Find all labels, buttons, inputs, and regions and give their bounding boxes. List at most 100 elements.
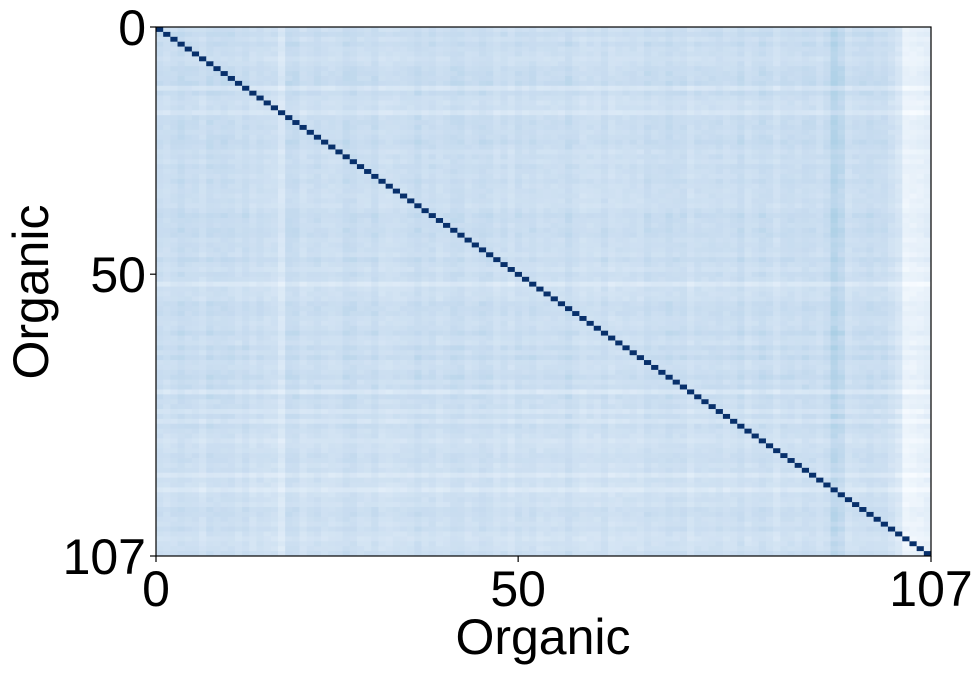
heatmap-cell <box>313 124 322 131</box>
heatmap-cell <box>622 105 631 111</box>
heatmap-cell <box>191 227 200 234</box>
heatmap-cell <box>242 129 250 136</box>
heatmap-cell <box>687 178 695 185</box>
heatmap-cell <box>514 188 523 194</box>
heatmap-cell <box>457 227 465 234</box>
heatmap-cell <box>156 95 164 101</box>
heatmap-cell <box>378 51 387 57</box>
heatmap-cell <box>364 95 372 101</box>
heatmap-cell <box>213 213 221 219</box>
heatmap-cell <box>844 208 853 214</box>
heatmap-cell <box>708 85 717 92</box>
heatmap-cell <box>270 85 279 92</box>
heatmap-cell <box>399 159 408 165</box>
heatmap-cell <box>787 46 796 52</box>
heatmap-cell <box>335 169 343 175</box>
heatmap-cell <box>615 237 623 243</box>
heatmap-cell <box>751 213 760 219</box>
heatmap-cell <box>608 110 616 116</box>
heatmap-cell <box>837 173 846 180</box>
heatmap-cell <box>213 173 221 180</box>
heatmap-cell <box>751 164 760 170</box>
heatmap-cell <box>608 227 616 234</box>
heatmap-cell <box>844 159 853 165</box>
heatmap-cell <box>550 164 559 170</box>
heatmap-cell <box>313 51 322 57</box>
heatmap-cell <box>565 120 573 126</box>
heatmap-cell <box>916 154 925 160</box>
heatmap-cell <box>679 198 688 204</box>
heatmap-cell <box>220 232 229 239</box>
heatmap-cell <box>285 188 293 194</box>
heatmap-cell <box>622 56 631 62</box>
heatmap-cell <box>299 85 308 92</box>
heatmap-cell <box>550 203 559 209</box>
heatmap-cell <box>220 139 229 145</box>
heatmap-cell <box>335 41 343 47</box>
heatmap-cell <box>407 90 415 96</box>
heatmap-cell <box>371 198 379 204</box>
heatmap-cell <box>837 178 846 185</box>
heatmap-cell <box>156 154 164 160</box>
heatmap-cell <box>773 232 781 239</box>
heatmap-cell <box>184 159 193 165</box>
heatmap-cell <box>213 56 221 62</box>
heatmap-cell <box>758 218 767 224</box>
heatmap-cell <box>184 208 193 214</box>
heatmap-cell <box>443 208 451 214</box>
heatmap-cell <box>672 100 681 106</box>
heatmap-cell <box>256 247 265 253</box>
heatmap-cell <box>321 27 329 33</box>
heatmap-cell <box>478 164 487 170</box>
heatmap-cell <box>299 154 308 160</box>
heatmap-cell <box>859 80 867 87</box>
heatmap-cell <box>234 36 243 43</box>
heatmap-cell <box>586 139 595 145</box>
heatmap-cell <box>443 213 451 219</box>
heatmap-cell <box>313 75 322 82</box>
heatmap-cell <box>242 203 250 209</box>
heatmap-cell <box>292 56 300 62</box>
heatmap-cell <box>428 178 437 185</box>
heatmap-cell <box>177 252 186 258</box>
heatmap-cell <box>457 203 465 209</box>
heatmap-cell <box>744 208 753 214</box>
heatmap-cell <box>328 85 336 92</box>
heatmap-cell <box>643 144 652 150</box>
heatmap-cell <box>457 193 465 199</box>
heatmap-cell <box>902 149 910 155</box>
heatmap-cell <box>751 144 760 150</box>
heatmap-cell <box>694 75 702 82</box>
heatmap-cell <box>191 66 200 72</box>
heatmap-cell <box>227 208 236 214</box>
heatmap-cell <box>263 129 272 136</box>
heatmap-cell <box>213 164 221 170</box>
heatmap-cell <box>285 203 293 209</box>
heatmap-cell <box>902 173 910 180</box>
heatmap-cell <box>909 183 918 190</box>
heatmap-cell <box>708 31 717 38</box>
heatmap-cell <box>787 61 796 67</box>
heatmap-cell <box>177 90 186 96</box>
heatmap-cell <box>744 149 753 155</box>
heatmap-cell <box>658 203 666 209</box>
heatmap-cell <box>801 41 810 47</box>
heatmap-cell <box>852 124 860 131</box>
heatmap-cell <box>859 110 867 116</box>
heatmap-cell <box>299 56 308 62</box>
heatmap-cell <box>866 120 874 126</box>
heatmap-cell <box>407 178 415 185</box>
heatmap-cell <box>407 66 415 72</box>
heatmap-cell <box>277 183 286 190</box>
heatmap-cell <box>844 218 853 224</box>
heatmap-cell <box>299 188 308 194</box>
heatmap-cell <box>478 227 487 234</box>
heatmap-cell <box>421 222 430 229</box>
heatmap-cell <box>887 36 896 43</box>
heatmap-cell <box>672 36 681 43</box>
heatmap-cell <box>651 149 659 155</box>
heatmap-cell <box>191 124 200 131</box>
heatmap-cell <box>199 46 207 52</box>
heatmap-cell <box>622 85 631 92</box>
heatmap-cell <box>608 247 616 253</box>
